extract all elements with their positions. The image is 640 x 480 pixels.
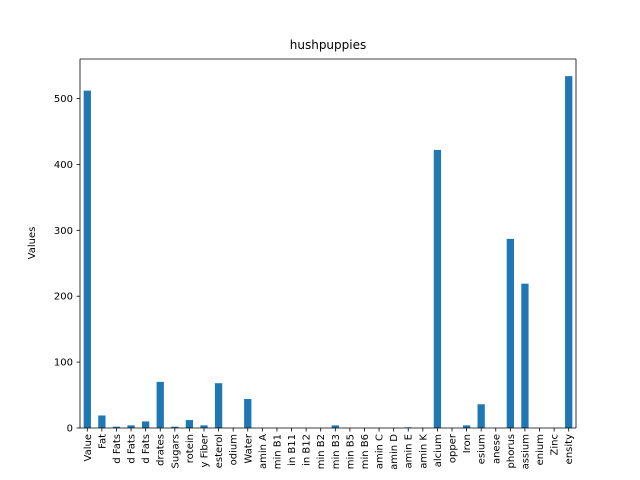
x-tick-label: ensity [564, 434, 575, 464]
x-tick-label: drates [156, 434, 167, 466]
bar [171, 426, 179, 428]
x-tick-label: Fat [97, 434, 108, 449]
x-tick-label: d Fats [127, 434, 138, 464]
bar [185, 420, 194, 428]
x-tick-label: enium [535, 434, 546, 465]
bar [156, 381, 164, 429]
bar [521, 283, 529, 428]
axes-frame [79, 58, 577, 429]
x-tick-label: min B5 [345, 434, 356, 469]
bar [127, 425, 135, 428]
bar [565, 76, 573, 428]
x-tick-label: phorus [506, 434, 517, 468]
x-tick-label: min B1 [272, 434, 283, 469]
x-tick-label: esterol [214, 434, 225, 468]
chart-title: hushpuppies [290, 38, 367, 52]
x-tick-label: amin K [418, 434, 429, 469]
x-tick-label: Water [243, 433, 254, 463]
x-tick-label: assium [520, 434, 531, 469]
x-tick-label: amin C [375, 434, 386, 469]
y-tick-label: 0 [67, 424, 73, 435]
x-axis-ticks: Value Fat d Fats d Fats d Fats drates Sugars ro… [83, 428, 575, 470]
bar [433, 149, 442, 428]
x-tick-label: y Fiber [200, 433, 211, 467]
x-tick-label: odium [229, 434, 240, 465]
x-tick-label: Sugars [170, 434, 181, 468]
x-tick-label: d Fats [112, 434, 123, 464]
x-tick-label: amin A [258, 434, 269, 469]
y-tick-label: 100 [54, 358, 73, 369]
bar [477, 404, 485, 428]
bar [331, 425, 339, 428]
x-tick-label: anese [491, 434, 502, 464]
bar [200, 425, 208, 428]
x-tick-label: esium [477, 434, 488, 464]
bar [98, 415, 106, 428]
bar [244, 399, 252, 428]
x-tick-label: Value [83, 434, 94, 461]
x-tick-label: in B12 [302, 434, 313, 466]
x-tick-label: min B2 [316, 434, 327, 469]
x-tick-label: Iron [462, 434, 473, 453]
y-axis-ticks: 0 100 200 300 400 500 [54, 94, 80, 435]
y-tick-label: 400 [54, 160, 73, 171]
bar [142, 421, 150, 428]
x-tick-label: d Fats [141, 434, 152, 464]
bar-series [83, 76, 573, 429]
y-tick-label: 500 [54, 94, 73, 105]
x-tick-label: min B3 [331, 434, 342, 469]
x-tick-label: rotein [185, 434, 196, 463]
bar [506, 238, 514, 428]
bar [83, 90, 91, 428]
bar [462, 425, 471, 428]
y-tick-label: 200 [54, 292, 73, 303]
x-tick-label: min B6 [360, 434, 371, 469]
x-tick-label: in B11 [287, 434, 298, 466]
bar [112, 426, 121, 428]
bar [214, 383, 223, 428]
y-tick-label: 300 [54, 226, 73, 237]
x-tick-label: Zinc [550, 434, 561, 455]
x-tick-label: amin D [389, 434, 400, 470]
y-axis-label: Values [27, 227, 38, 260]
x-tick-label: amin E [404, 434, 415, 468]
x-tick-label: opper [448, 433, 459, 463]
x-tick-label: alcium [433, 434, 444, 467]
